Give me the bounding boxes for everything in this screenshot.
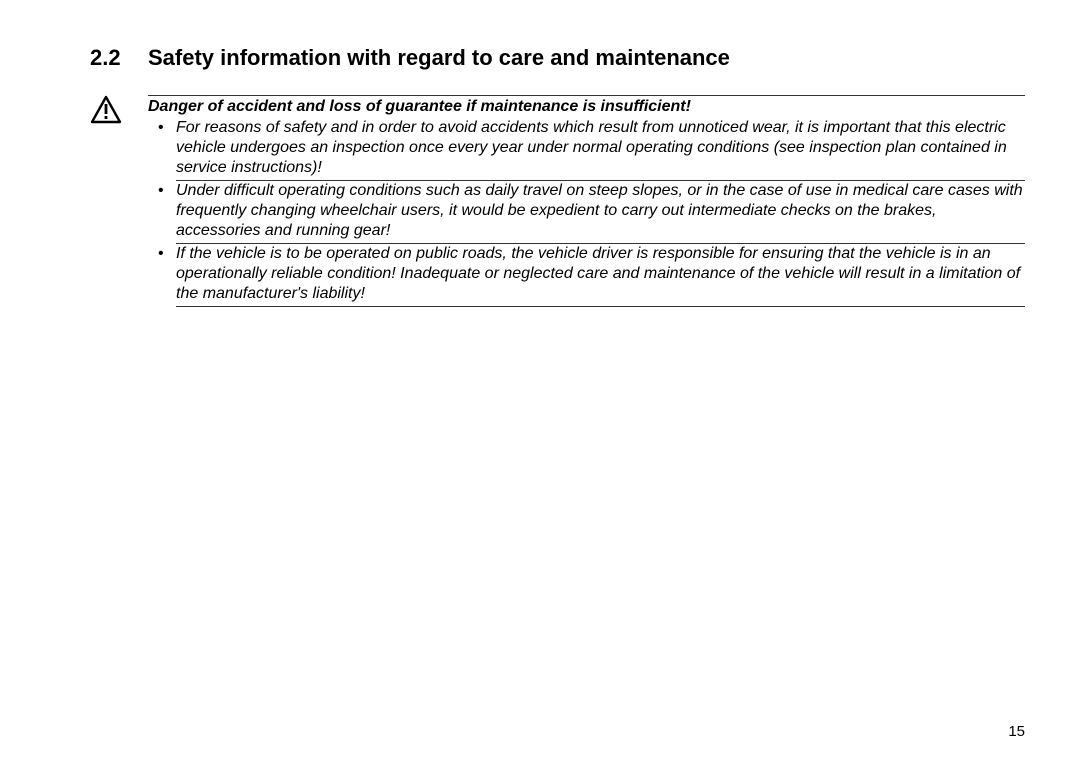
- warning-icon-column: [90, 95, 148, 130]
- warning-body: Danger of accident and loss of guarantee…: [148, 95, 1025, 307]
- warning-bullet-list: For reasons of safety and in order to av…: [148, 118, 1025, 307]
- page-number: 15: [1008, 723, 1025, 740]
- warning-block: Danger of accident and loss of guarantee…: [90, 95, 1025, 307]
- warning-triangle-icon: [90, 112, 122, 129]
- section-title: Safety information with regard to care a…: [148, 45, 730, 71]
- list-item: For reasons of safety and in order to av…: [176, 118, 1025, 181]
- section-heading: 2.2 Safety information with regard to ca…: [90, 45, 1025, 71]
- list-item: If the vehicle is to be operated on publ…: [176, 244, 1025, 307]
- section-number: 2.2: [90, 45, 148, 71]
- document-page: 2.2 Safety information with regard to ca…: [0, 0, 1080, 762]
- warning-title: Danger of accident and loss of guarantee…: [148, 98, 1025, 116]
- list-item: Under difficult operating conditions suc…: [176, 181, 1025, 244]
